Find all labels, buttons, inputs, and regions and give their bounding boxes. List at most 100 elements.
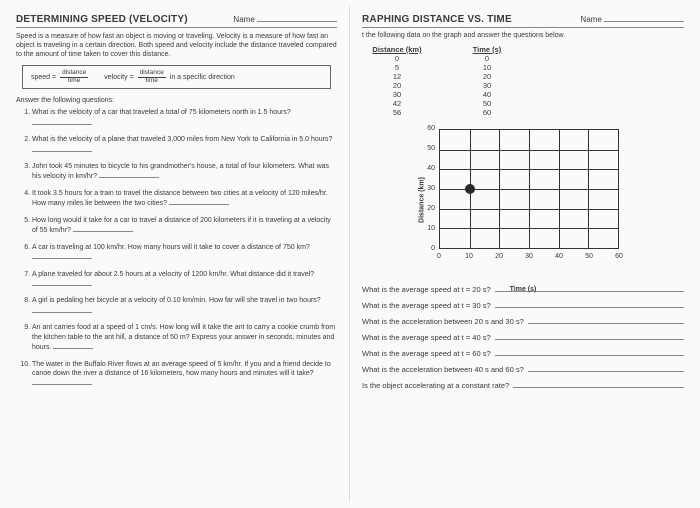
question-item: A car is traveling at 100 km/hr. How man…	[32, 243, 337, 263]
bottom-question: What is the acceleration between 20 s an…	[362, 317, 684, 326]
y-tick: 20	[415, 205, 435, 212]
left-title: DETERMINING SPEED (VELOCITY)	[16, 14, 188, 25]
name-label: Name	[580, 15, 601, 24]
chart-grid	[439, 129, 619, 249]
table-row: 3040	[362, 90, 684, 99]
cell: 20	[462, 72, 512, 81]
answer-blank[interactable]	[495, 333, 684, 340]
name-blank[interactable]	[604, 14, 684, 22]
cell: 0	[462, 54, 512, 63]
question-item: The water in the Buffalo River flows at …	[32, 360, 337, 389]
answer-blank[interactable]	[32, 118, 92, 125]
y-tick: 40	[415, 165, 435, 172]
x-axis-label: Time (s)	[510, 286, 537, 293]
question-item: A girl is pedaling her bicycle at a velo…	[32, 296, 337, 316]
y-axis-label: Distance (km)	[418, 177, 425, 223]
question-text: What is the velocity of a plane that tra…	[32, 136, 332, 143]
answer-label: Answer the following questions:	[16, 97, 337, 104]
y-tick: 0	[415, 245, 435, 252]
left-worksheet: DETERMINING SPEED (VELOCITY) Name Speed …	[4, 6, 350, 502]
speed-den: time	[66, 78, 82, 85]
bq-text: What is the average speed at t = 20 s?	[362, 285, 491, 294]
question-item: John took 45 minutes to bicycle to his g…	[32, 162, 337, 182]
answer-blank[interactable]	[53, 342, 93, 349]
formula-box: speed = distance time velocity = distanc…	[22, 65, 331, 89]
bq-text: Is the object accelerating at a constant…	[362, 381, 509, 390]
right-name-field: Name	[580, 14, 684, 24]
cell: 5	[362, 63, 432, 72]
x-tick: 0	[429, 253, 449, 260]
x-tick: 50	[579, 253, 599, 260]
bq-text: What is the acceleration between 20 s an…	[362, 317, 524, 326]
answer-blank[interactable]	[32, 145, 92, 152]
question-item: What is the velocity of a plane that tra…	[32, 135, 337, 155]
col-header-time: Time (s)	[462, 45, 512, 54]
answer-blank[interactable]	[495, 301, 684, 308]
answer-blank[interactable]	[32, 252, 92, 259]
question-item: What is the velocity of a car that trave…	[32, 108, 337, 128]
answer-blank[interactable]	[495, 349, 684, 356]
speed-fraction: distance time	[60, 70, 88, 84]
bottom-question-list: What is the average speed at t = 20 s? W…	[362, 285, 684, 390]
name-label: Name	[233, 15, 254, 24]
bottom-question: What is the average speed at t = 30 s?	[362, 301, 684, 310]
cell: 60	[462, 108, 512, 117]
answer-blank[interactable]	[528, 317, 684, 324]
answer-blank[interactable]	[169, 198, 229, 205]
question-item: How long would it take for a car to trav…	[32, 216, 337, 236]
y-tick: 30	[415, 185, 435, 192]
answer-blank[interactable]	[32, 306, 92, 313]
answer-blank[interactable]	[513, 381, 684, 388]
table-row: 00	[362, 54, 684, 63]
answer-blank[interactable]	[528, 365, 684, 372]
answer-blank[interactable]	[32, 378, 92, 385]
vel-suffix: in a specific direction	[170, 74, 235, 81]
table-row: 2030	[362, 81, 684, 90]
x-tick: 60	[609, 253, 629, 260]
cell: 30	[462, 81, 512, 90]
answer-blank[interactable]	[32, 279, 92, 286]
question-text: A car is traveling at 100 km/hr. How man…	[32, 244, 310, 251]
question-text: What is the velocity of a car that trave…	[32, 109, 291, 116]
bq-text: What is the average speed at t = 40 s?	[362, 333, 491, 342]
question-text: A plane traveled for about 2.5 hours at …	[32, 271, 314, 278]
bottom-question: What is the average speed at t = 40 s?	[362, 333, 684, 342]
right-title-row: RAPHING DISTANCE VS. TIME Name	[362, 14, 684, 28]
vel-fraction: distance time	[138, 70, 166, 84]
cell: 10	[462, 63, 512, 72]
question-item: A plane traveled for about 2.5 hours at …	[32, 270, 337, 290]
right-sub: t the following data on the graph and an…	[362, 32, 684, 39]
y-tick: 10	[415, 225, 435, 232]
answer-blank[interactable]	[73, 225, 133, 232]
bq-text: What is the average speed at t = 30 s?	[362, 301, 491, 310]
question-item: It took 3.5 hours for a train to travel …	[32, 189, 337, 209]
cell: 20	[362, 81, 432, 90]
question-text: John took 45 minutes to bicycle to his g…	[32, 163, 329, 180]
intro-text: Speed is a measure of how fast an object…	[16, 32, 337, 59]
cell: 42	[362, 99, 432, 108]
question-text: A girl is pedaling her bicycle at a velo…	[32, 297, 321, 304]
table-row: 42 50	[362, 99, 684, 108]
bq-text: What is the average speed at t = 60 s?	[362, 349, 491, 358]
table-row: 5660	[362, 108, 684, 117]
vel-lhs: velocity =	[104, 74, 133, 81]
x-tick: 30	[519, 253, 539, 260]
bottom-question: Is the object accelerating at a constant…	[362, 381, 684, 390]
question-text: The water in the Buffalo River flows at …	[32, 361, 331, 377]
cell: 12	[362, 72, 432, 81]
col-header-distance: Distance (km)	[362, 45, 432, 54]
bottom-question: What is the acceleration between 40 s an…	[362, 365, 684, 374]
y-tick: 60	[415, 125, 435, 132]
right-title: RAPHING DISTANCE VS. TIME	[362, 14, 512, 25]
table-header: Distance (km) Time (s)	[362, 45, 684, 54]
x-tick: 10	[459, 253, 479, 260]
chart: Distance (km) 60 50 40 30 20 10 0 0	[413, 125, 633, 275]
data-point-icon	[465, 184, 475, 194]
table-row: 5 10	[362, 63, 684, 72]
x-tick: 20	[489, 253, 509, 260]
table-row: 12 20	[362, 72, 684, 81]
question-list: What is the velocity of a car that trave…	[16, 108, 337, 389]
answer-blank[interactable]	[99, 171, 159, 178]
cell: 50	[462, 99, 512, 108]
name-blank[interactable]	[257, 14, 337, 22]
